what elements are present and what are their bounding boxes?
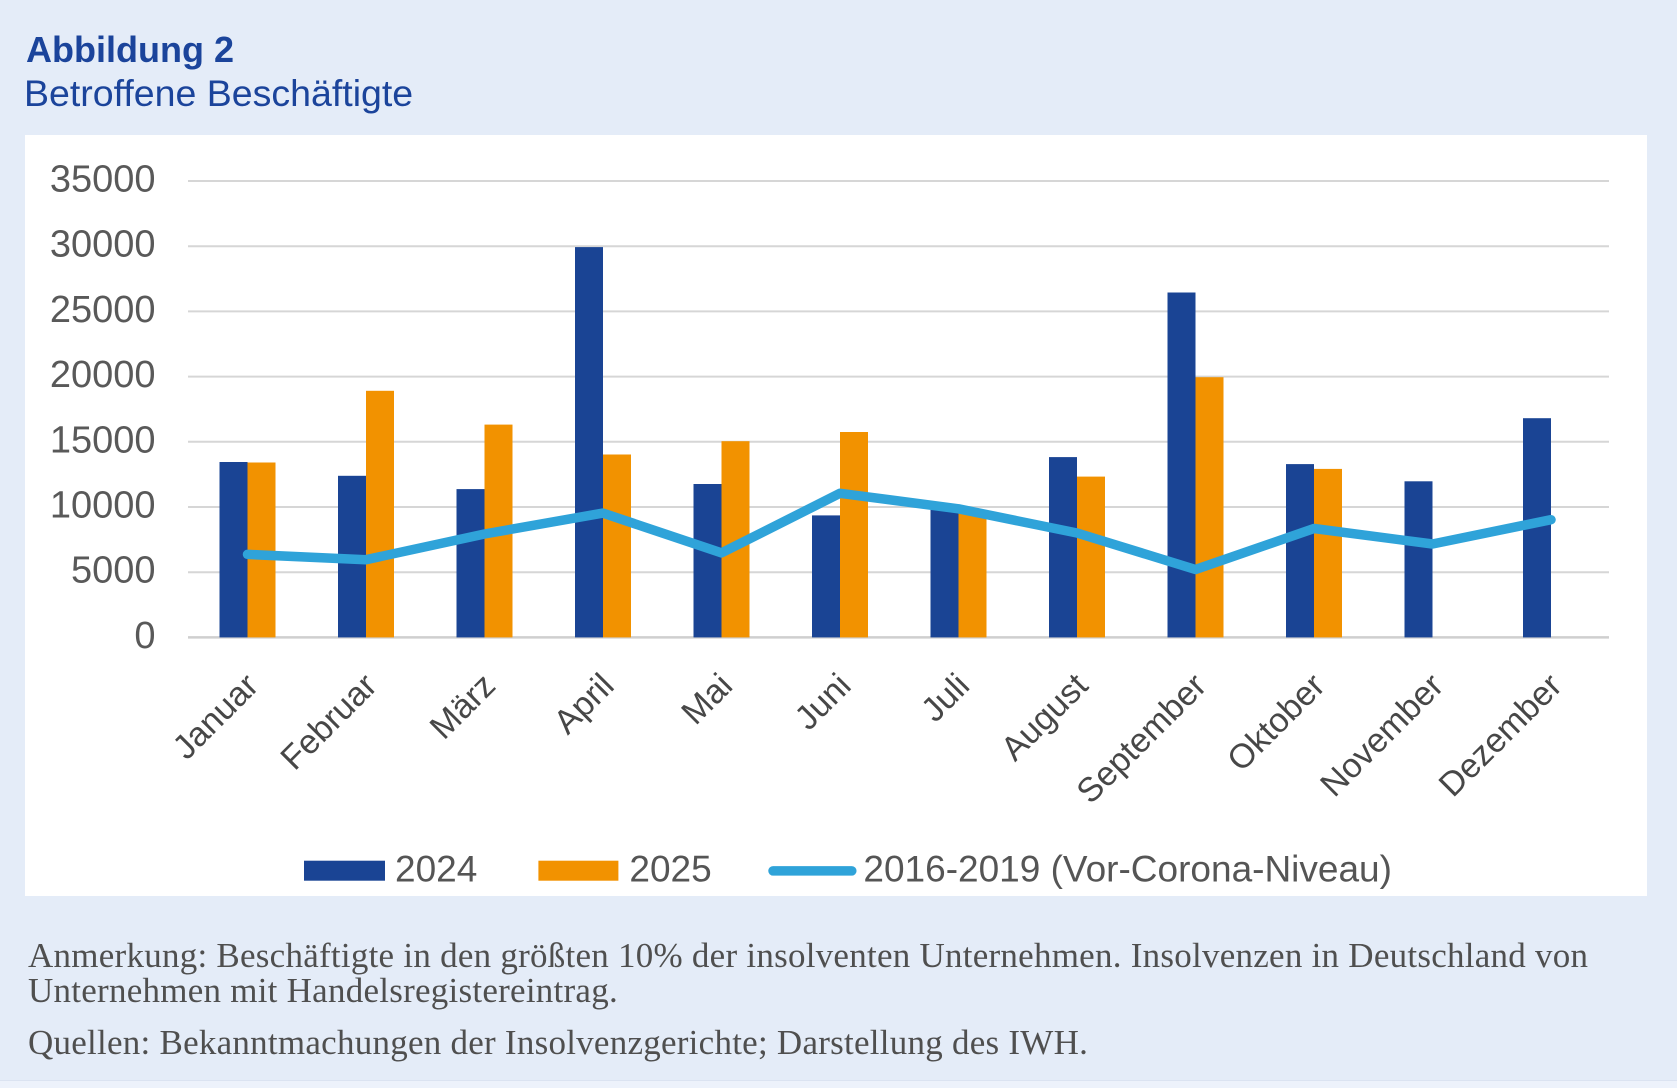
svg-text:25000: 25000 (50, 289, 156, 331)
svg-text:Mai: Mai (674, 666, 740, 732)
svg-text:August: August (994, 666, 1096, 768)
svg-text:April: April (546, 666, 621, 741)
svg-text:Juli: Juli (914, 666, 977, 729)
svg-text:2025: 2025 (629, 849, 711, 890)
svg-text:20000: 20000 (50, 354, 156, 396)
svg-text:5000: 5000 (71, 550, 156, 592)
svg-text:Februar: Februar (273, 666, 384, 777)
svg-text:Januar: Januar (166, 666, 266, 766)
svg-text:10000: 10000 (50, 485, 156, 527)
svg-text:30000: 30000 (50, 224, 156, 266)
svg-text:November: November (1313, 666, 1451, 804)
svg-text:März: März (423, 666, 503, 746)
svg-text:Oktober: Oktober (1220, 666, 1332, 778)
svg-text:15000: 15000 (50, 419, 156, 461)
svg-text:0: 0 (134, 615, 155, 657)
svg-text:Juni: Juni (787, 666, 858, 737)
svg-text:35000: 35000 (50, 159, 156, 201)
svg-text:2024: 2024 (395, 849, 477, 890)
svg-text:September: September (1069, 666, 1213, 810)
svg-text:Dezember: Dezember (1432, 666, 1570, 804)
svg-text:2016-2019 (Vor-Corona-Niveau): 2016-2019 (Vor-Corona-Niveau) (863, 849, 1392, 890)
